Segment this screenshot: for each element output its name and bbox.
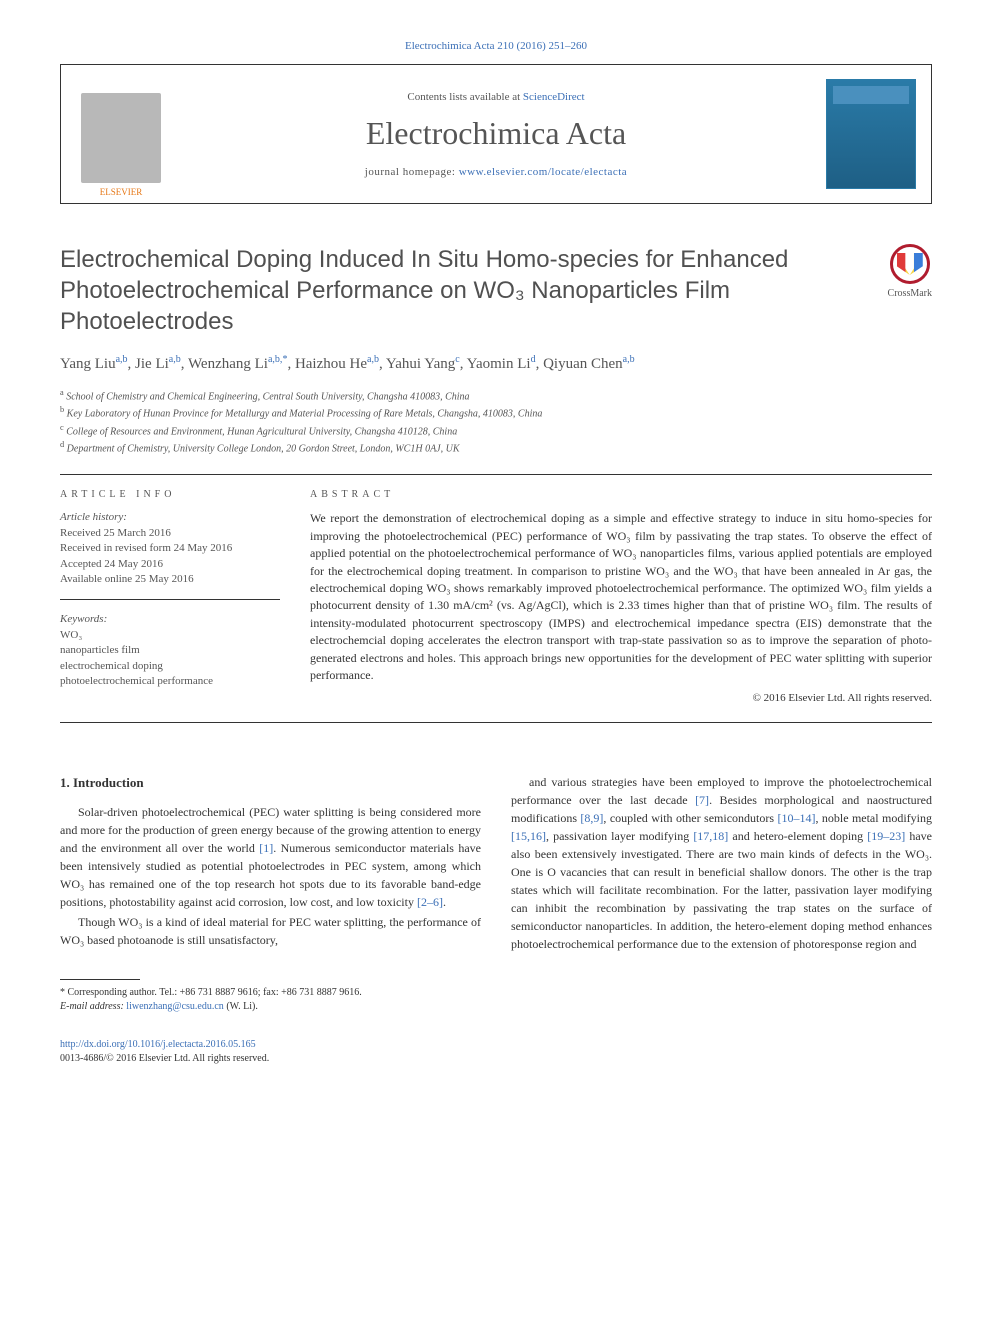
abstract-copyright: © 2016 Elsevier Ltd. All rights reserved…	[310, 692, 932, 704]
crossmark-label: CrossMark	[888, 288, 932, 299]
affiliation: c College of Resources and Environment, …	[60, 422, 932, 439]
journal-header: ELSEVIER Contents lists available at Sci…	[60, 64, 932, 204]
body-right-column: and various strategies have been employe…	[511, 773, 932, 1066]
abstract-column: ABSTRACT We report the demonstration of …	[310, 489, 932, 704]
homepage-link[interactable]: www.elsevier.com/locate/electacta	[459, 166, 628, 178]
history-label: Article history:	[60, 510, 280, 525]
keyword: photoelectrochemical performance	[60, 674, 280, 689]
abstract-text: We report the demonstration of electroch…	[310, 510, 932, 684]
doi-block: http://dx.doi.org/10.1016/j.electacta.20…	[60, 1038, 481, 1066]
history-line: Available online 25 May 2016	[60, 572, 280, 587]
article-info-column: ARTICLE INFO Article history: Received 2…	[60, 489, 280, 704]
body-paragraph: and various strategies have been employe…	[511, 773, 932, 953]
keywords-label: Keywords:	[60, 612, 280, 627]
email-link[interactable]: liwenzhang@csu.edu.cn	[126, 1001, 224, 1012]
email-suffix: (W. Li).	[224, 1001, 258, 1012]
crossmark-icon	[890, 244, 930, 284]
keyword: electrochemical doping	[60, 659, 280, 674]
divider	[60, 474, 932, 475]
article-info-heading: ARTICLE INFO	[60, 489, 280, 500]
crossmark-badge[interactable]: CrossMark	[888, 244, 932, 299]
affiliation: d Department of Chemistry, University Co…	[60, 439, 932, 456]
keyword: WO₃	[60, 628, 280, 643]
history-line: Received in revised form 24 May 2016	[60, 541, 280, 556]
homepage-prefix: journal homepage:	[365, 166, 459, 178]
keyword: nanoparticles film	[60, 643, 280, 658]
publisher-logo-cell: ELSEVIER	[61, 65, 181, 203]
body-paragraph: Though WO₃ is a kind of ideal material f…	[60, 913, 481, 949]
affiliation: a School of Chemistry and Chemical Engin…	[60, 387, 932, 404]
cover-cell	[811, 65, 931, 203]
affiliations: a School of Chemistry and Chemical Engin…	[60, 387, 932, 456]
top-citation: Electrochimica Acta 210 (2016) 251–260	[60, 40, 932, 52]
body-columns: 1. Introduction Solar-driven photoelectr…	[60, 773, 932, 1066]
body-paragraph: Solar-driven photoelectrochemical (PEC) …	[60, 803, 481, 911]
info-divider	[60, 599, 280, 600]
doi-link[interactable]: http://dx.doi.org/10.1016/j.electacta.20…	[60, 1039, 256, 1050]
divider	[60, 722, 932, 723]
contents-line: Contents lists available at ScienceDirec…	[407, 91, 584, 103]
footnote-separator	[60, 979, 140, 980]
journal-name: Electrochimica Acta	[366, 115, 626, 152]
issn-line: 0013-4686/© 2016 Elsevier Ltd. All right…	[60, 1052, 481, 1066]
elsevier-logo: ELSEVIER	[81, 93, 161, 197]
corr-author-line: * Corresponding author. Tel.: +86 731 88…	[60, 986, 481, 1000]
article-title: Electrochemical Doping Induced In Situ H…	[60, 244, 868, 338]
intro-heading: 1. Introduction	[60, 773, 481, 793]
affiliation: b Key Laboratory of Hunan Province for M…	[60, 404, 932, 421]
contents-prefix: Contents lists available at	[407, 91, 522, 103]
history-line: Received 25 March 2016	[60, 526, 280, 541]
keywords-block: Keywords: WO₃nanoparticles filmelectroch…	[60, 612, 280, 689]
abstract-heading: ABSTRACT	[310, 489, 932, 500]
article-history: Article history: Received 25 March 2016R…	[60, 510, 280, 587]
journal-cover-thumb	[826, 79, 916, 189]
header-center: Contents lists available at ScienceDirec…	[181, 65, 811, 203]
email-label: E-mail address:	[60, 1001, 126, 1012]
history-line: Accepted 24 May 2016	[60, 557, 280, 572]
body-left-column: 1. Introduction Solar-driven photoelectr…	[60, 773, 481, 1066]
elsevier-tree-icon	[81, 93, 161, 183]
sciencedirect-link[interactable]: ScienceDirect	[523, 91, 585, 103]
elsevier-wordmark: ELSEVIER	[100, 187, 143, 197]
corresponding-author-footnote: * Corresponding author. Tel.: +86 731 88…	[60, 986, 481, 1014]
authors-line: Yang Liua,b, Jie Lia,b, Wenzhang Lia,b,*…	[60, 352, 932, 376]
homepage-line: journal homepage: www.elsevier.com/locat…	[365, 166, 627, 178]
